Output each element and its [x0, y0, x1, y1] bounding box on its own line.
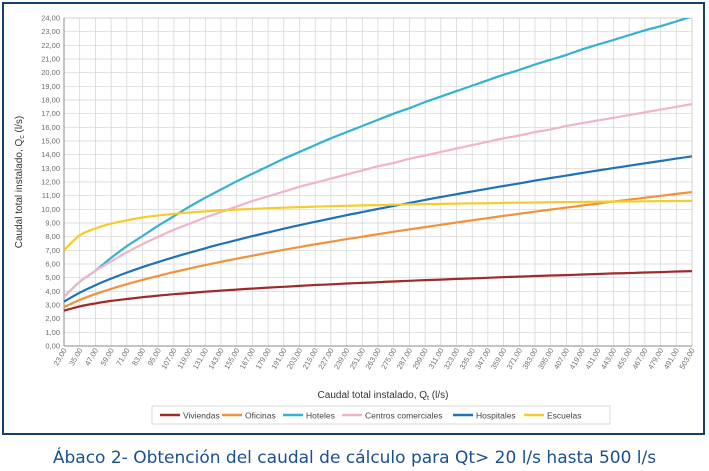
- y-tick-label: 8,00: [45, 232, 60, 241]
- y-tick-label: 4,00: [45, 287, 60, 296]
- y-tick-label: 2,00: [45, 314, 60, 323]
- y-tick-label: 5,00: [45, 273, 60, 282]
- legend-label: Escuelas: [547, 411, 582, 421]
- series-line-viviendas: [64, 270, 692, 312]
- y-tick-label: 13,00: [41, 164, 60, 173]
- x-tick-label: 47,00: [83, 347, 100, 368]
- series-line-centros-comerciales: [64, 103, 692, 298]
- x-tick-label: 503,00: [677, 347, 696, 371]
- x-tick-label: 71,00: [114, 347, 131, 368]
- y-tick-label: 12,00: [41, 178, 60, 187]
- legend-label: Centros comerciales: [365, 411, 442, 421]
- y-tick-label: 0,00: [45, 342, 60, 351]
- legend-label: Viviendas: [183, 411, 220, 421]
- series-line-escuelas: [64, 199, 692, 252]
- x-tick-label: 59,00: [99, 347, 116, 368]
- y-tick-label: 17,00: [41, 109, 60, 118]
- legend-label: Hospitales: [476, 411, 516, 421]
- y-tick-label: 16,00: [41, 123, 60, 132]
- series-line-oficinas: [64, 191, 692, 309]
- y-tick-label: 15,00: [41, 137, 60, 146]
- figure-caption: Ábaco 2- Obtención del caudal de cálculo…: [52, 448, 657, 468]
- y-tick-label: 9,00: [45, 219, 60, 228]
- y-tick-label: 24,00: [41, 14, 60, 23]
- y-tick-label: 6,00: [45, 260, 60, 269]
- y-tick-label: 21,00: [41, 55, 60, 64]
- y-tick-label: 11,00: [42, 191, 60, 200]
- x-axis-title: Caudal total instalado, Qt (l/s): [318, 390, 449, 402]
- y-tick-label: 3,00: [45, 301, 60, 310]
- y-tick-label: 23,00: [41, 27, 60, 36]
- y-tick-label: 7,00: [45, 246, 60, 255]
- x-tick-label: 83,00: [130, 347, 147, 368]
- legend-label: Hoteles: [306, 411, 335, 421]
- legend-box: [151, 405, 611, 425]
- y-tick-label: 19,00: [41, 82, 60, 91]
- legend-label: Oficinas: [245, 411, 276, 421]
- y-tick-label: 14,00: [41, 150, 60, 159]
- y-tick-label: 10,00: [41, 205, 60, 214]
- series-line-hospitales: [64, 155, 692, 303]
- y-tick-label: 1,00: [45, 328, 60, 337]
- y-tick-label: 20,00: [41, 68, 60, 77]
- y-axis-title: Caudal total instalado, Qc (l/s): [14, 116, 26, 248]
- line-chart: 0,00 1,00 2,00 3,00 4,00 5,00 6,00 7,00 8,00 9,00…: [14, 14, 697, 425]
- x-tick-label: 35,00: [67, 347, 84, 368]
- y-tick-label: 18,00: [41, 96, 60, 105]
- y-tick-label: 22,00: [41, 41, 60, 50]
- series-line-hoteles: [64, 18, 692, 298]
